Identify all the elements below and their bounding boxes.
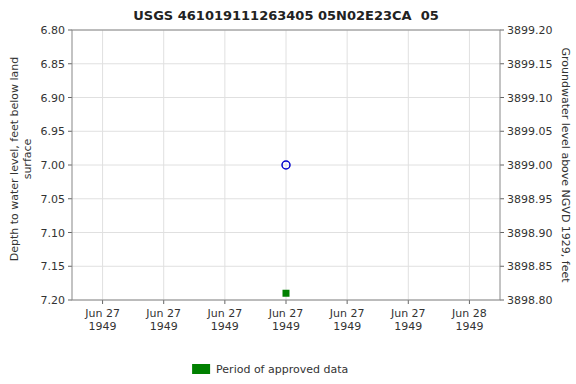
- tick-label: 3898.80: [507, 294, 553, 307]
- tick: [68, 63, 72, 64]
- tick-label: 7.15: [41, 260, 66, 273]
- grid-line: [224, 30, 225, 300]
- tick: [500, 97, 504, 98]
- tick-label: 3899.05: [507, 125, 553, 138]
- tick: [68, 97, 72, 98]
- title: USGS 461019111263405 05N02E23CA 05: [133, 8, 438, 23]
- text-line: 1949: [394, 320, 422, 333]
- axis-label: Depth to water level, feet below landsur…: [8, 57, 34, 262]
- text-line: Jun 27: [145, 307, 181, 320]
- tick: [500, 131, 504, 132]
- grid-line: [286, 30, 287, 300]
- grid-line: [408, 30, 409, 300]
- tick: [500, 232, 504, 233]
- tick: [68, 300, 72, 301]
- legend: Period of approved data: [192, 363, 348, 376]
- tick-label: Jun 271949: [329, 307, 365, 333]
- legend-label: Period of approved data: [216, 363, 348, 376]
- tick-label: 3898.90: [507, 227, 553, 240]
- text-line: Jun 27: [329, 307, 365, 320]
- tick: [102, 300, 103, 304]
- tick-label: Jun 271949: [84, 307, 120, 333]
- tick-label: 3898.85: [507, 260, 553, 273]
- tick: [68, 232, 72, 233]
- grid-line: [163, 30, 164, 300]
- tick-label: Jun 271949: [207, 307, 243, 333]
- background: [0, 0, 576, 384]
- tick-label: 7.00: [41, 159, 66, 172]
- text-line: 1949: [89, 320, 117, 333]
- tick-label: 6.80: [41, 24, 66, 37]
- grid-line: [347, 30, 348, 300]
- tick-label: 3899.10: [507, 92, 553, 105]
- tick-label: 7.05: [41, 193, 66, 206]
- grid-line: [102, 30, 103, 300]
- text-line: Jun 28: [451, 307, 487, 320]
- tick: [500, 198, 504, 199]
- tick-label: 6.95: [41, 125, 66, 138]
- tick-label: 6.90: [41, 92, 66, 105]
- tick: [500, 266, 504, 267]
- tick: [500, 30, 504, 31]
- tick: [68, 165, 72, 166]
- tick: [224, 300, 225, 304]
- legend-swatch: [192, 364, 210, 374]
- tick-label: 3898.95: [507, 193, 553, 206]
- plot-frame: [72, 30, 500, 300]
- tick-label: 3899.15: [507, 58, 553, 71]
- tick: [68, 266, 72, 267]
- text-line: Jun 27: [268, 307, 304, 320]
- tick-label: Jun 271949: [268, 307, 304, 333]
- tick: [68, 30, 72, 31]
- text-line: 1949: [272, 320, 300, 333]
- tick-label: Jun 271949: [145, 307, 181, 333]
- text-line: 1949: [333, 320, 361, 333]
- text-line: Jun 27: [390, 307, 426, 320]
- tick-label: 3899.00: [507, 159, 553, 172]
- text-line: Jun 27: [84, 307, 120, 320]
- tick: [68, 198, 72, 199]
- marks: [282, 161, 290, 297]
- tick: [500, 300, 504, 301]
- tick-label: 7.20: [41, 294, 66, 307]
- tick: [500, 165, 504, 166]
- tick-label: 6.85: [41, 58, 66, 71]
- axis-label: Groundwater level above NGVD 1929, feet: [559, 47, 572, 283]
- text-line: Groundwater level above NGVD 1929, feet: [559, 47, 572, 283]
- text-line: Depth to water level, feet below land: [8, 57, 21, 262]
- point: [282, 161, 290, 169]
- tick: [286, 300, 287, 304]
- tick: [500, 63, 504, 64]
- tick-label: Jun 281949: [451, 307, 487, 333]
- text-line: 1949: [150, 320, 178, 333]
- tick: [163, 300, 164, 304]
- tick: [469, 300, 470, 304]
- tick-label: Jun 271949: [390, 307, 426, 333]
- text-line: surface: [21, 138, 34, 179]
- grid: [72, 30, 500, 300]
- tick-label: 7.10: [41, 227, 66, 240]
- tick: [68, 131, 72, 132]
- grid-line: [469, 30, 470, 300]
- tick: [347, 300, 348, 304]
- tick-label: 3899.20: [507, 24, 553, 37]
- text-line: Jun 27: [207, 307, 243, 320]
- tick: [408, 300, 409, 304]
- chart: 6.80 6.85 6.90 6.95 7.00 7.05 7.10 7.15 7.20 3899…: [0, 0, 576, 384]
- text-line: 1949: [211, 320, 239, 333]
- point: [283, 290, 290, 297]
- text-line: 1949: [455, 320, 483, 333]
